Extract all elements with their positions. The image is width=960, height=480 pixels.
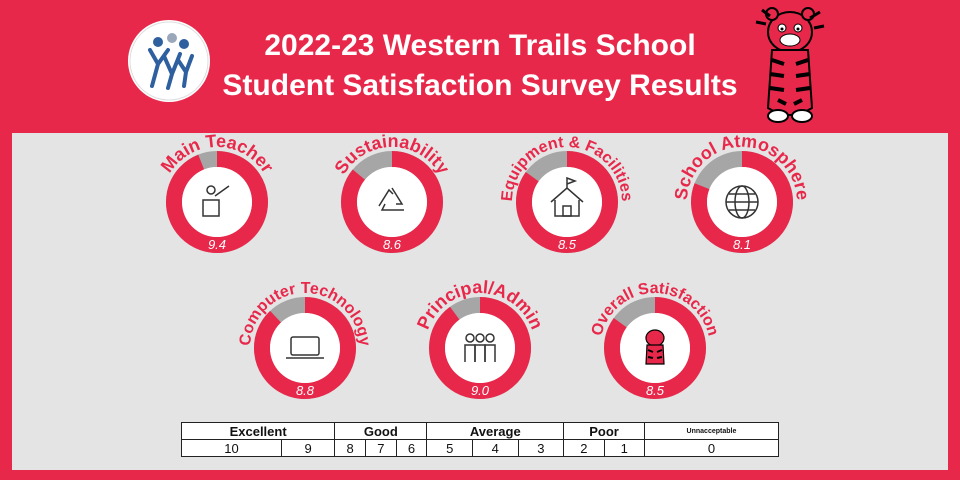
donut-value-label: 8.1 [733,237,751,252]
title-line-1: 2022-23 Western Trails School [264,29,696,62]
globe-icon [725,185,759,219]
donut-value-label: 9.0 [471,383,490,398]
scale-number: 1 [603,439,645,457]
scale-group-excellent: Excellent [180,422,336,440]
scale-group-average: Average [426,422,565,440]
donut-value-arc [341,151,443,253]
donut-value-label: 8.8 [296,383,315,398]
donut-center [270,313,340,383]
scale-number: 7 [364,439,397,457]
donut-value-arc [604,297,706,399]
donut-value-arc [691,151,793,253]
tiger-mascot [755,7,825,123]
donut-value-label: 8.5 [558,237,577,252]
scale-group-good: Good [334,422,428,440]
tiger-mascot-icon [645,329,665,365]
scale-number: 3 [517,439,565,457]
donut-center [182,167,252,237]
scale-number: 8 [334,439,366,457]
scale-number: 10 [181,439,282,457]
rating-scale-legend: Excellent Good Average Poor Unnacceptabl… [180,422,780,457]
scale-number: 5 [426,439,473,457]
donut-value-label: 9.4 [208,237,226,252]
scale-number: 4 [471,439,519,457]
donut-value-label: 8.5 [646,383,665,398]
donut-value-arc [166,151,268,253]
scale-number: 0 [643,439,780,457]
scale-number: 6 [395,439,428,457]
scale-group-unacceptable: Unnacceptable [643,422,780,440]
title-line-2: Student Satisfaction Survey Results [222,69,738,102]
donut-value-label: 8.6 [383,237,402,252]
laptop-icon [286,336,324,359]
recycle-icon [378,187,404,211]
donut-value-arc [254,297,356,399]
donut-center [357,167,427,237]
teacher-icon [202,185,230,217]
donut-center [532,167,602,237]
scale-number: 9 [280,439,336,457]
people-icon [464,333,496,362]
scale-group-poor: Poor [563,422,645,440]
donut-value-arc [516,151,618,253]
school-logo [128,20,210,102]
schoolhouse-icon [550,176,584,217]
scale-number: 2 [563,439,605,457]
donut-value-arc [429,297,531,399]
header-banner: 2022-23 Western Trails School Student Sa… [0,0,960,132]
donut-center [445,313,515,383]
